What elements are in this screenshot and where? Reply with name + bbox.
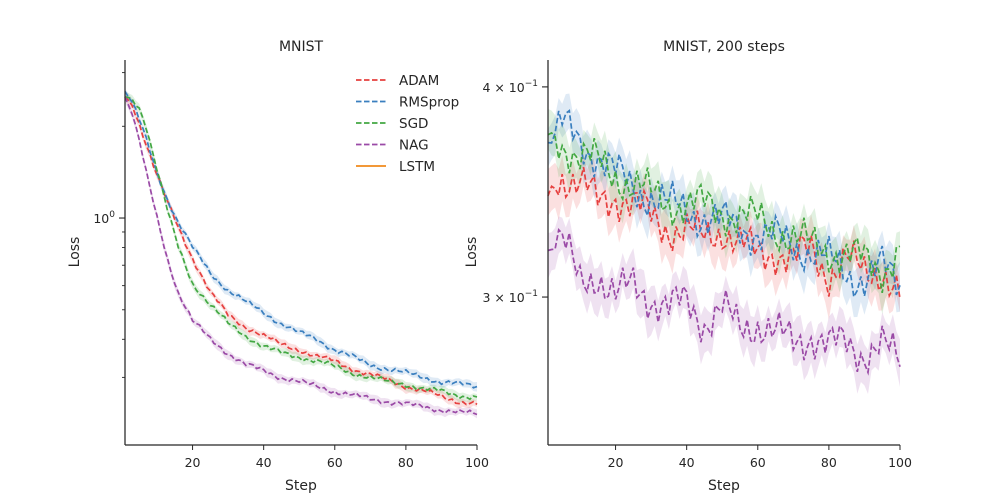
left-y-ticks: 100: [93, 72, 125, 378]
panel-mnist-200-steps: MNIST, 200 steps 20 40 60 80 100 3 × 10−1 4 ×…: [464, 39, 912, 494]
legend-label-lstm: LSTM: [399, 159, 435, 175]
left-x-tick-label: 60: [327, 455, 343, 470]
right-series-rmsprop: [547, 109, 901, 300]
left-x-tick-label: 100: [465, 455, 489, 470]
panel-mnist: MNIST 20 40 60 80 100 100 Step Loss ADAM RMSp…: [67, 39, 489, 494]
right-series-adam: [547, 166, 901, 299]
left-series-layer: [124, 90, 478, 416]
right-x-tick-label: 40: [679, 455, 695, 470]
right-y-axis-label: Loss: [464, 237, 480, 268]
left-x-tick-label: 40: [256, 455, 272, 470]
right-band-sgd: [548, 108, 900, 315]
right-x-tick-label: 60: [750, 455, 766, 470]
right-y-tick-label: 4 × 10−1: [482, 79, 538, 95]
left-series-nag: [124, 96, 478, 416]
legend-label-sgd: SGD: [399, 116, 428, 132]
left-panel-title: MNIST: [279, 39, 324, 55]
right-panel-title: MNIST, 200 steps: [663, 39, 785, 55]
right-series-layer: [547, 109, 901, 376]
legend-label-adam: ADAM: [399, 73, 439, 89]
left-band-nag: [125, 93, 477, 419]
right-y-tick-label: 3 × 10−1: [482, 289, 538, 305]
right-band-adam: [548, 154, 900, 320]
right-x-ticks: 20 40 60 80 100: [608, 445, 912, 470]
right-band-nag: [548, 216, 900, 395]
right-x-tick-label: 100: [888, 455, 912, 470]
left-band-rmsprop: [125, 88, 477, 392]
left-x-tick-label: 20: [185, 455, 201, 470]
left-x-tick-label: 80: [398, 455, 414, 470]
left-series-rmsprop: [124, 90, 478, 389]
right-x-tick-label: 80: [821, 455, 837, 470]
right-x-tick-label: 20: [608, 455, 624, 470]
right-x-axis-label: Step: [708, 478, 740, 494]
legend: ADAM RMSprop SGD NAG LSTM: [356, 73, 459, 175]
left-y-axis-label: Loss: [67, 237, 83, 268]
left-y-tick-label: 100: [93, 210, 115, 226]
right-series-sgd: [547, 131, 901, 294]
right-y-ticks: 3 × 10−1 4 × 10−1: [482, 79, 548, 305]
left-series-adam: [124, 96, 478, 406]
left-series-sgd: [124, 95, 478, 401]
left-x-axis-label: Step: [285, 478, 317, 494]
legend-label-rmsprop: RMSprop: [399, 95, 459, 111]
legend-label-nag: NAG: [399, 138, 429, 154]
left-x-ticks: 20 40 60 80 100: [185, 445, 489, 470]
right-series-nag: [547, 228, 901, 376]
